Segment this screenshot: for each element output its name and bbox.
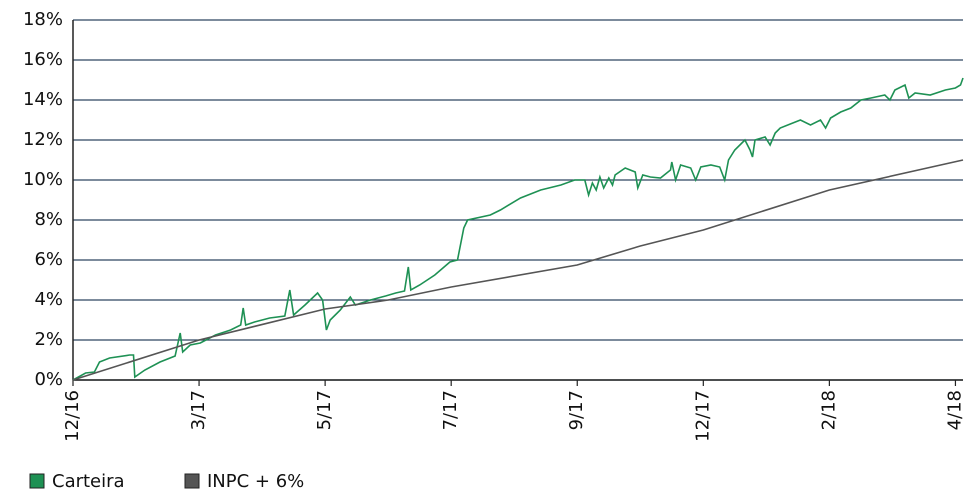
x-tick-label: 3/17 (188, 390, 209, 430)
y-tick-label: 10% (23, 169, 63, 190)
series-line (72, 159, 964, 381)
y-tick-label: 14% (23, 89, 63, 110)
y-tick-label: 4% (34, 289, 63, 310)
legend-label: INPC + 6% (207, 471, 304, 491)
x-tick-label: 5/17 (314, 390, 335, 430)
x-tick-label: 12/16 (62, 390, 83, 442)
legend-swatch (184, 473, 200, 489)
x-tick-label: 4/18 (944, 390, 965, 430)
x-tick-label: 12/17 (692, 390, 713, 442)
y-tick-label: 0% (34, 369, 63, 390)
x-tick-label: 2/18 (818, 390, 839, 430)
legend-swatch (29, 473, 45, 489)
y-tick-label: 2% (34, 329, 63, 350)
x-tick-label: 7/17 (440, 390, 461, 430)
legend-label: Carteira (52, 471, 125, 491)
y-tick-label: 12% (23, 129, 63, 150)
x-tick-label: 9/17 (566, 390, 587, 430)
y-tick-label: 18% (23, 9, 63, 30)
series-line (72, 77, 964, 381)
y-tick-label: 6% (34, 249, 63, 270)
y-tick-label: 8% (34, 209, 63, 230)
y-tick-label: 16% (23, 49, 63, 70)
